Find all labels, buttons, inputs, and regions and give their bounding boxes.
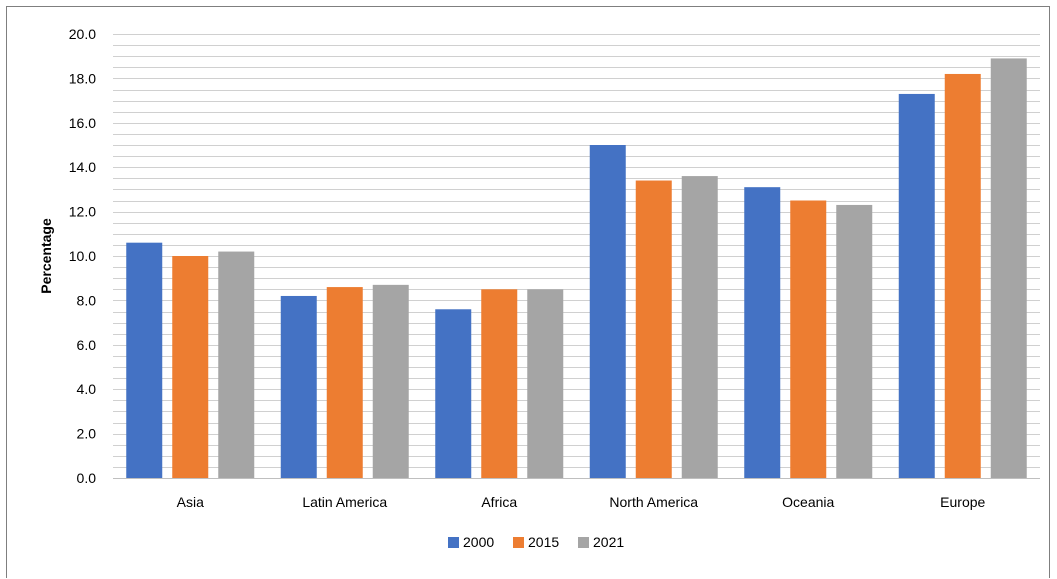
legend-swatch-2015 [513, 537, 524, 548]
x-category-label: North America [609, 494, 698, 510]
bar-2021 [527, 289, 564, 478]
y-axis-title: Percentage [38, 218, 54, 294]
legend-label-2021: 2021 [593, 534, 624, 550]
bar-2015 [944, 73, 981, 479]
y-tick-label: 2.0 [77, 426, 97, 442]
bar-2015 [172, 256, 209, 478]
bar-2015 [481, 289, 518, 478]
bar-2000 [280, 295, 317, 478]
y-tick-label: 8.0 [77, 292, 97, 308]
bar-2021 [836, 204, 873, 478]
bars [126, 58, 1027, 479]
y-tick-label: 10.0 [69, 248, 96, 264]
bar-2000 [126, 242, 163, 478]
x-category-label: Latin America [302, 494, 387, 510]
y-tick-label: 12.0 [69, 204, 96, 220]
x-category-label: Europe [940, 494, 985, 510]
legend: 2000 2015 2021 [448, 534, 624, 550]
y-tick-label: 20.0 [69, 26, 96, 42]
bar-2015 [326, 287, 363, 478]
legend-label-2015: 2015 [528, 534, 559, 550]
legend-label-2000: 2000 [463, 534, 494, 550]
legend-swatch-2000 [448, 537, 459, 548]
bar-2000 [744, 187, 781, 478]
bar-2021 [990, 58, 1027, 479]
y-axis-ticks: 0.0 2.0 4.0 6.0 8.0 10.0 12.0 14.0 16.0 18.0 20.0 [69, 26, 96, 486]
bar-2000 [435, 309, 472, 478]
x-category-label: Africa [481, 494, 517, 510]
y-tick-label: 18.0 [69, 70, 96, 86]
x-category-label: Asia [177, 494, 204, 510]
y-tick-label: 0.0 [77, 470, 97, 486]
x-category-label: Oceania [782, 494, 834, 510]
bar-2021 [372, 284, 409, 478]
y-tick-label: 16.0 [69, 115, 96, 131]
y-tick-label: 6.0 [77, 337, 97, 353]
bar-chart: 0.02.04.06.08.010.012.014.016.018.020.0 … [38, 26, 1040, 550]
bar-2015 [790, 200, 827, 478]
bar-2021 [218, 251, 255, 478]
y-tick-label: 4.0 [77, 381, 97, 397]
y-tick-label: 14.0 [69, 159, 96, 175]
legend-swatch-2021 [578, 537, 589, 548]
chart-frame: 0.0 2.0 4.0 6.0 8.0 10.0 12.0 14.0 16.0 18.0 20.0 … [6, 6, 1050, 578]
bar-2000 [898, 93, 935, 478]
bar-2021 [681, 176, 718, 478]
bar-2000 [589, 145, 626, 478]
gridlines [113, 34, 1040, 479]
x-axis-categories: Asia Latin America Africa North America Ocea… [177, 494, 986, 510]
bar-2015 [635, 180, 672, 478]
